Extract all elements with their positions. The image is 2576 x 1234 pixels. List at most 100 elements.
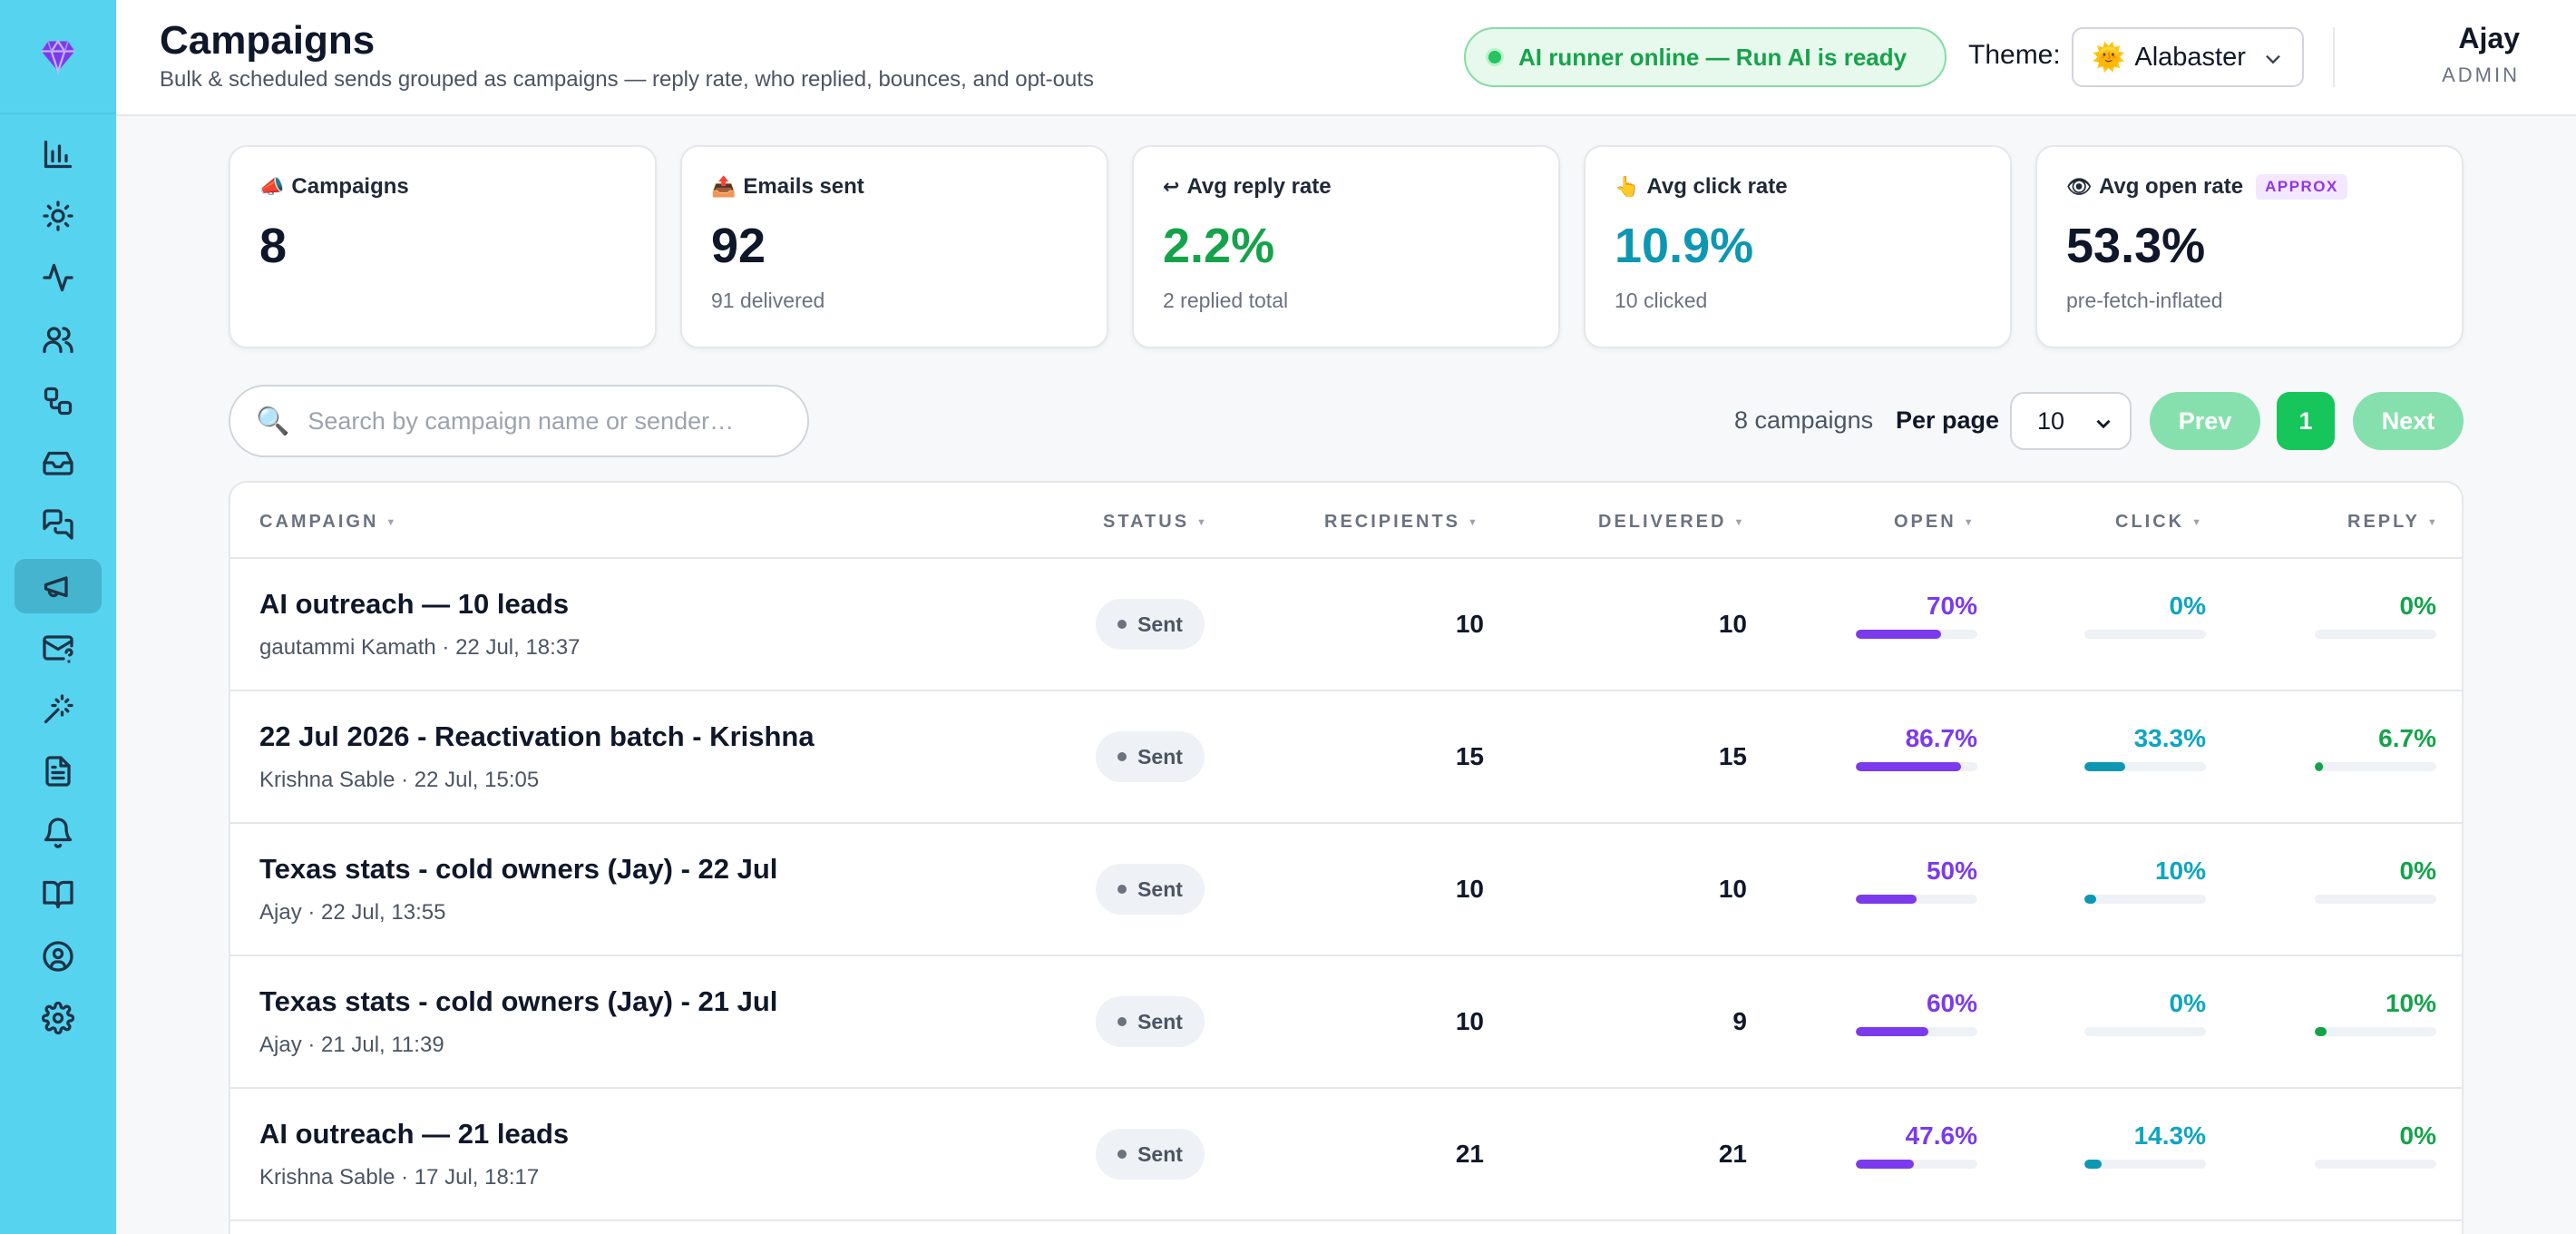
table-header: CAMPAIGN ▼ STATUS ▼ RECIPIENTS ▼ DELIVERED ▼… xyxy=(230,483,2462,559)
open-rate-fill xyxy=(1856,630,1941,639)
approx-badge: APPROX xyxy=(2256,174,2347,200)
open-rate: 70% xyxy=(1856,592,1977,639)
sidebar-item-workflow[interactable] xyxy=(15,374,102,428)
sidebar-item-mail-question[interactable] xyxy=(15,621,102,675)
prev-page-button[interactable]: Prev xyxy=(2150,392,2260,450)
stat-card: 👁 Avg open rate APPROX 53.3% pre-fetch-infla… xyxy=(2035,145,2464,348)
status-badge: Sent xyxy=(1096,731,1205,782)
column-header-click[interactable]: CLICK ▼ xyxy=(2115,512,2204,533)
sidebar-item-book[interactable] xyxy=(15,867,102,922)
sidebar-item-megaphone[interactable] xyxy=(15,559,102,613)
column-header-open[interactable]: OPEN ▼ xyxy=(1894,512,1976,533)
campaigns-table: CAMPAIGN ▼ STATUS ▼ RECIPIENTS ▼ DELIVERED ▼… xyxy=(229,481,2464,1234)
campaign-name[interactable]: AI outreach — 21 leads xyxy=(259,1118,570,1150)
stat-card: 👆 Avg click rate 10.9% 10 clicked xyxy=(1584,145,2012,348)
open-rate-value: 86.7% xyxy=(1905,724,1977,752)
click-rate: 0% xyxy=(2084,989,2206,1036)
chevron-down-icon xyxy=(2096,419,2111,429)
column-label: REPLY xyxy=(2347,512,2420,532)
status-text: Sent xyxy=(1137,1009,1183,1033)
click-rate-value: 0% xyxy=(2169,592,2206,620)
inbox-icon xyxy=(43,451,73,475)
table-row[interactable]: Texas stats - cold owners (Jay) - 21 Jul… xyxy=(230,956,2462,1089)
delivered-count: 9 xyxy=(1732,1007,1747,1035)
app-logo[interactable] xyxy=(0,0,116,114)
sort-icon: ▼ xyxy=(1196,516,1209,528)
page-1-button[interactable]: 1 xyxy=(2277,392,2335,450)
search-box[interactable]: 🔍 xyxy=(229,385,809,457)
reply-rate: 0% xyxy=(2315,592,2436,639)
stat-icon: 📤 xyxy=(711,175,737,198)
column-header-delivered[interactable]: DELIVERED ▼ xyxy=(1598,512,1746,533)
sidebar-item-user-circle[interactable] xyxy=(15,929,102,984)
sidebar-item-users[interactable] xyxy=(15,312,102,367)
campaign-meta: gautammi Kamath · 22 Jul, 18:37 xyxy=(259,635,581,660)
table-row[interactable]: AI outreach — 10 leads gautammi Kamath · … xyxy=(230,559,2462,691)
search-input[interactable] xyxy=(307,406,762,436)
stat-value: 2.2% xyxy=(1163,219,1275,273)
status-dot-icon xyxy=(1117,1150,1127,1159)
click-rate: 14.3% xyxy=(2084,1121,2206,1169)
sidebar-item-magic-wand[interactable] xyxy=(15,682,102,737)
click-rate-fill xyxy=(2084,895,2097,904)
campaign-name[interactable]: Texas stats - cold owners (Jay) - 22 Jul xyxy=(259,853,778,885)
campaign-name[interactable]: 22 Jul 2026 - Reactivation batch - Krish… xyxy=(259,720,815,752)
column-label: OPEN xyxy=(1894,512,1956,532)
sidebar-item-settings[interactable] xyxy=(15,991,102,1045)
per-page-select[interactable]: 10 xyxy=(2010,392,2132,450)
sidebar-item-sun[interactable] xyxy=(15,189,102,243)
status-dot-icon xyxy=(1117,1017,1127,1026)
sidebar-item-activity[interactable] xyxy=(15,250,102,305)
status-text: Sent xyxy=(1137,877,1183,901)
click-rate: 33.3% xyxy=(2084,724,2206,771)
reply-rate-value: 0% xyxy=(2399,857,2436,885)
sidebar-item-bell[interactable] xyxy=(15,806,102,860)
workflow-icon xyxy=(44,387,73,416)
sun-icon xyxy=(43,201,73,231)
open-rate-value: 50% xyxy=(1926,857,1977,885)
book-icon xyxy=(43,880,73,909)
sidebar-item-bar-chart[interactable] xyxy=(15,127,102,181)
column-header-campaign[interactable]: CAMPAIGN ▼ xyxy=(259,512,398,533)
sidebar-item-document[interactable] xyxy=(15,744,102,798)
megaphone-icon xyxy=(44,576,68,598)
status-text: Sent xyxy=(1137,612,1183,636)
sort-icon: ▼ xyxy=(1468,516,1480,528)
column-header-reply[interactable]: REPLY ▼ xyxy=(2347,512,2440,533)
stat-value: 10.9% xyxy=(1615,219,1754,273)
sidebar-item-inbox[interactable] xyxy=(15,436,102,490)
stat-label: 📤 Emails sent xyxy=(711,174,1078,200)
open-rate-fill xyxy=(1856,1160,1914,1169)
table-row[interactable]: Texas stats - cold owners (Jay) - 22 Jul… xyxy=(230,824,2462,956)
reply-rate: 6.7% xyxy=(2315,724,2436,771)
stat-label: 📣 Campaigns xyxy=(259,174,626,200)
column-header-status[interactable]: STATUS ▼ xyxy=(1103,512,1209,533)
table-body: AI outreach — 10 leads gautammi Kamath · … xyxy=(230,559,2462,1221)
bell-icon xyxy=(44,818,73,848)
column-header-recipients[interactable]: RECIPIENTS ▼ xyxy=(1324,512,1480,533)
status-badge: Sent xyxy=(1096,599,1205,650)
sidebar-item-messages[interactable] xyxy=(15,497,102,552)
open-rate: 50% xyxy=(1856,857,1977,904)
stat-icon: 📣 xyxy=(259,175,285,198)
table-row[interactable]: AI outreach — 21 leads Krishna Sable · 17… xyxy=(230,1089,2462,1221)
column-label: CAMPAIGN xyxy=(259,512,379,532)
campaign-name[interactable]: Texas stats - cold owners (Jay) - 21 Jul xyxy=(259,985,778,1017)
stat-card: 📤 Emails sent 92 91 delivered xyxy=(680,145,1108,348)
campaign-name[interactable]: AI outreach — 10 leads xyxy=(259,588,570,620)
click-rate-bar xyxy=(2084,895,2206,904)
page-subtitle: Bulk & scheduled sends grouped as campai… xyxy=(160,67,1094,92)
column-label: RECIPIENTS xyxy=(1324,512,1461,532)
table-row[interactable]: 22 Jul 2026 - Reactivation batch - Krish… xyxy=(230,691,2462,824)
open-rate-bar xyxy=(1856,895,1977,904)
next-page-button[interactable]: Next xyxy=(2353,392,2464,450)
status-text: Sent xyxy=(1137,1141,1183,1166)
delivered-count: 10 xyxy=(1718,610,1747,638)
click-rate-bar xyxy=(2084,1160,2206,1169)
activity-icon xyxy=(43,263,73,292)
open-rate: 60% xyxy=(1856,989,1977,1036)
ai-status-text: AI runner online — Run AI is ready xyxy=(1518,43,1908,71)
theme-select[interactable]: 🌞 Alabaster xyxy=(2072,27,2304,87)
open-rate-value: 47.6% xyxy=(1905,1121,1977,1150)
stat-label: 👁 Avg open rate APPROX xyxy=(2066,174,2433,200)
